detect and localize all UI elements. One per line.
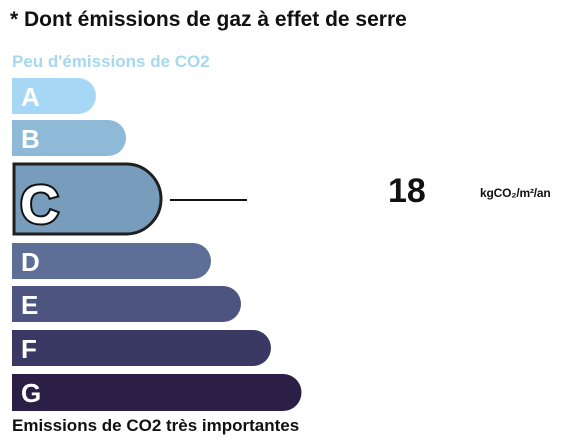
rating-letter-f: F (21, 334, 37, 364)
rating-bar-e (12, 286, 241, 322)
rating-letter-g: G (21, 378, 41, 408)
rating-bar-b (12, 120, 126, 156)
rating-letter-a: A (21, 82, 40, 112)
rating-bar-a (12, 78, 96, 114)
emission-value: 18 (388, 172, 426, 210)
rating-bar-d (12, 243, 211, 279)
high-emissions-label: Emissions de CO2 très importantes (12, 416, 300, 435)
emission-unit: kgCO₂/m²/an (480, 186, 551, 200)
rating-letter-b: B (21, 124, 40, 154)
rating-letter-c: C (20, 175, 59, 235)
rating-letter-d: D (21, 247, 40, 277)
rating-bar-f (12, 330, 271, 366)
rating-bar-c (12, 162, 163, 236)
rating-bar-g (12, 374, 302, 411)
page-title: * Dont émissions de gaz à effet de serre (10, 8, 407, 31)
low-emissions-label: Peu d'émissions de CO2 (12, 52, 210, 71)
rating-letter-e: E (21, 290, 38, 320)
